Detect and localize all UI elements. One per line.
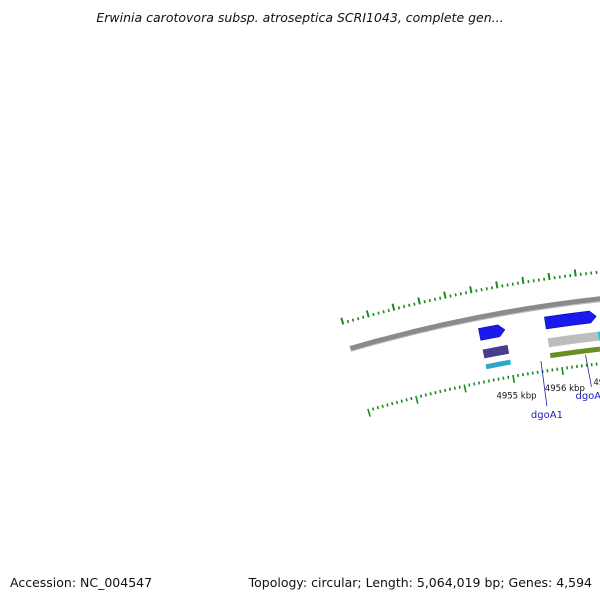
backbone-outer-line <box>349 296 600 351</box>
outer-tick <box>439 296 442 300</box>
outer-tick <box>490 286 494 290</box>
outer-tick <box>423 300 426 304</box>
outer-tick <box>433 297 437 301</box>
inner-tick <box>444 388 447 392</box>
kbp-label: 4957 kbp <box>593 378 600 388</box>
outer-tick <box>387 308 390 313</box>
inner-tick <box>478 381 481 385</box>
inner-tick <box>468 383 471 387</box>
feature-track <box>478 310 600 370</box>
inner-tick <box>429 392 432 396</box>
annotation-band[interactable] <box>482 344 510 359</box>
inner-tick <box>502 376 505 380</box>
inner-tick <box>410 396 413 401</box>
annotation-band[interactable] <box>549 346 600 359</box>
inner-tick <box>517 373 520 378</box>
gene-leader-line <box>585 354 592 387</box>
outer-tick <box>372 312 375 317</box>
gene-leader-line <box>540 361 548 407</box>
inner-tick <box>458 385 461 389</box>
inner-tick <box>400 399 403 403</box>
annotation-band[interactable] <box>547 331 599 348</box>
outer-tick <box>428 298 431 303</box>
outer-tick <box>351 318 355 322</box>
outer-tick <box>340 317 345 325</box>
outer-tick <box>356 317 360 321</box>
gene-label[interactable]: dgoA1 <box>531 410 563 421</box>
inner-tick <box>492 378 495 382</box>
inner-tick <box>405 398 408 402</box>
outer-tick <box>413 302 416 306</box>
inner-tick <box>419 394 423 398</box>
annotation-band[interactable] <box>485 359 512 370</box>
outer-tick <box>391 303 396 311</box>
inner-tick <box>512 374 516 383</box>
outer-tick <box>573 269 577 277</box>
inner-tick <box>453 386 456 390</box>
inner-tick <box>434 390 437 395</box>
gene-labels: dgoA1dgoA2dgoKdgoRECA4420ECA4421ECA4422E… <box>531 354 600 421</box>
outer-tick <box>464 291 468 295</box>
outer-tick <box>454 293 457 297</box>
inner-tick <box>448 387 452 391</box>
genome-summary-text: Topology: circular; Length: 5,064,019 bp… <box>248 575 592 590</box>
inner-tick <box>439 389 442 394</box>
cds-arrow[interactable] <box>544 310 597 330</box>
outer-tick <box>346 319 350 324</box>
backbone-inner-line <box>350 301 600 352</box>
inner-tick <box>395 400 399 405</box>
inner-tick <box>487 379 490 383</box>
inner-tick <box>521 373 525 377</box>
outer-tick <box>377 311 380 315</box>
outer-tick <box>382 310 385 314</box>
inner-tick <box>497 377 500 381</box>
inner-tick <box>415 395 419 404</box>
genome-backbone <box>349 296 600 352</box>
outer-tick <box>469 286 473 294</box>
outer-tick <box>480 288 483 292</box>
accession-text: Accession: NC_004547 <box>10 575 153 590</box>
outer-tick <box>449 294 452 298</box>
outer-tick <box>521 276 525 285</box>
outer-tick <box>495 281 499 289</box>
inner-tick <box>391 401 394 406</box>
inner-tick <box>367 408 371 417</box>
inner-tick <box>482 380 486 384</box>
outer-tick <box>417 297 421 305</box>
inner-tick <box>473 382 476 386</box>
inner-tick <box>561 366 564 376</box>
inner-tick <box>371 407 375 411</box>
inner-tick-ring <box>367 362 598 417</box>
inner-tick <box>507 375 510 379</box>
inner-tick <box>463 384 467 393</box>
outer-tick <box>408 303 411 307</box>
inner-tick <box>424 393 427 397</box>
cds-arrow[interactable] <box>478 324 506 341</box>
outer-tick <box>547 272 551 281</box>
inner-tick <box>376 405 380 410</box>
annotation-band[interactable] <box>597 331 600 341</box>
gene-label[interactable]: dgoA2 <box>575 391 600 402</box>
outer-tick <box>365 310 370 318</box>
outer-tick <box>459 292 462 296</box>
outer-tick <box>475 289 478 293</box>
outer-tick <box>506 283 509 287</box>
kbp-label: 4956 kbp <box>545 384 585 394</box>
outer-tick-ring <box>340 269 598 325</box>
inner-tick <box>381 404 384 408</box>
outer-tick <box>397 306 401 310</box>
outer-tick <box>485 287 488 291</box>
outer-tick <box>402 304 406 309</box>
kbp-label: 4955 kbp <box>496 392 536 402</box>
map-title: Erwinia carotovora subsp. atroseptica SC… <box>96 10 504 25</box>
outer-tick <box>443 291 447 299</box>
outer-tick <box>501 284 504 288</box>
inner-tick <box>386 403 389 407</box>
outer-tick <box>362 315 365 319</box>
